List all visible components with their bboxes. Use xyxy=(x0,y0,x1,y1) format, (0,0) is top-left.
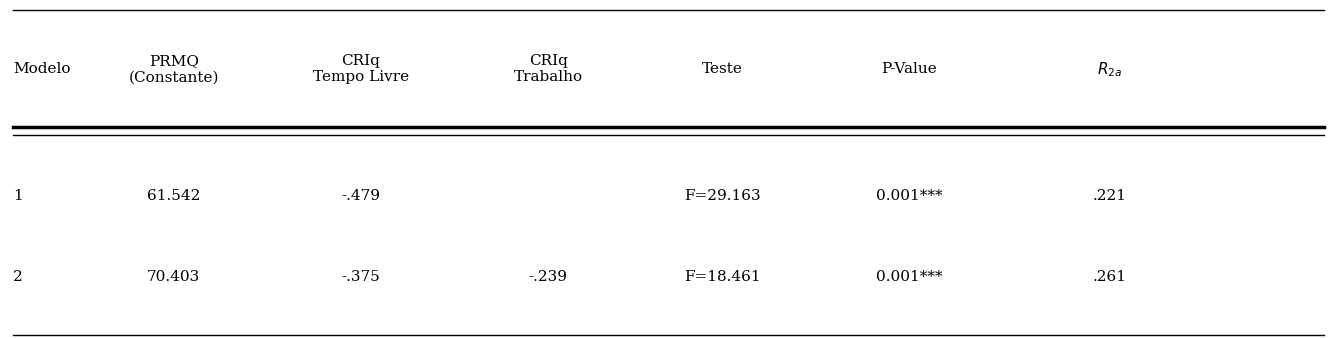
Text: PRMQ
(Constante): PRMQ (Constante) xyxy=(128,54,219,84)
Text: P-Value: P-Value xyxy=(881,62,937,76)
Text: 2: 2 xyxy=(13,270,23,284)
Text: F=18.461: F=18.461 xyxy=(683,270,761,284)
Text: Teste: Teste xyxy=(702,62,742,76)
Text: .261: .261 xyxy=(1092,270,1127,284)
Text: -.375: -.375 xyxy=(342,270,380,284)
Text: 1: 1 xyxy=(13,189,23,203)
Text: Modelo: Modelo xyxy=(13,62,71,76)
Text: 61.542: 61.542 xyxy=(147,189,201,203)
Text: 0.001***: 0.001*** xyxy=(876,270,943,284)
Text: F=29.163: F=29.163 xyxy=(683,189,761,203)
Text: -.239: -.239 xyxy=(528,270,568,284)
Text: 0.001***: 0.001*** xyxy=(876,189,943,203)
Text: CRIq
Trabalho: CRIq Trabalho xyxy=(513,54,583,84)
Text: .221: .221 xyxy=(1092,189,1127,203)
Text: $R_{2a}$: $R_{2a}$ xyxy=(1098,60,1122,79)
Text: -.479: -.479 xyxy=(341,189,381,203)
Text: 70.403: 70.403 xyxy=(147,270,201,284)
Text: CRIq
Tempo Livre: CRIq Tempo Livre xyxy=(313,54,409,84)
